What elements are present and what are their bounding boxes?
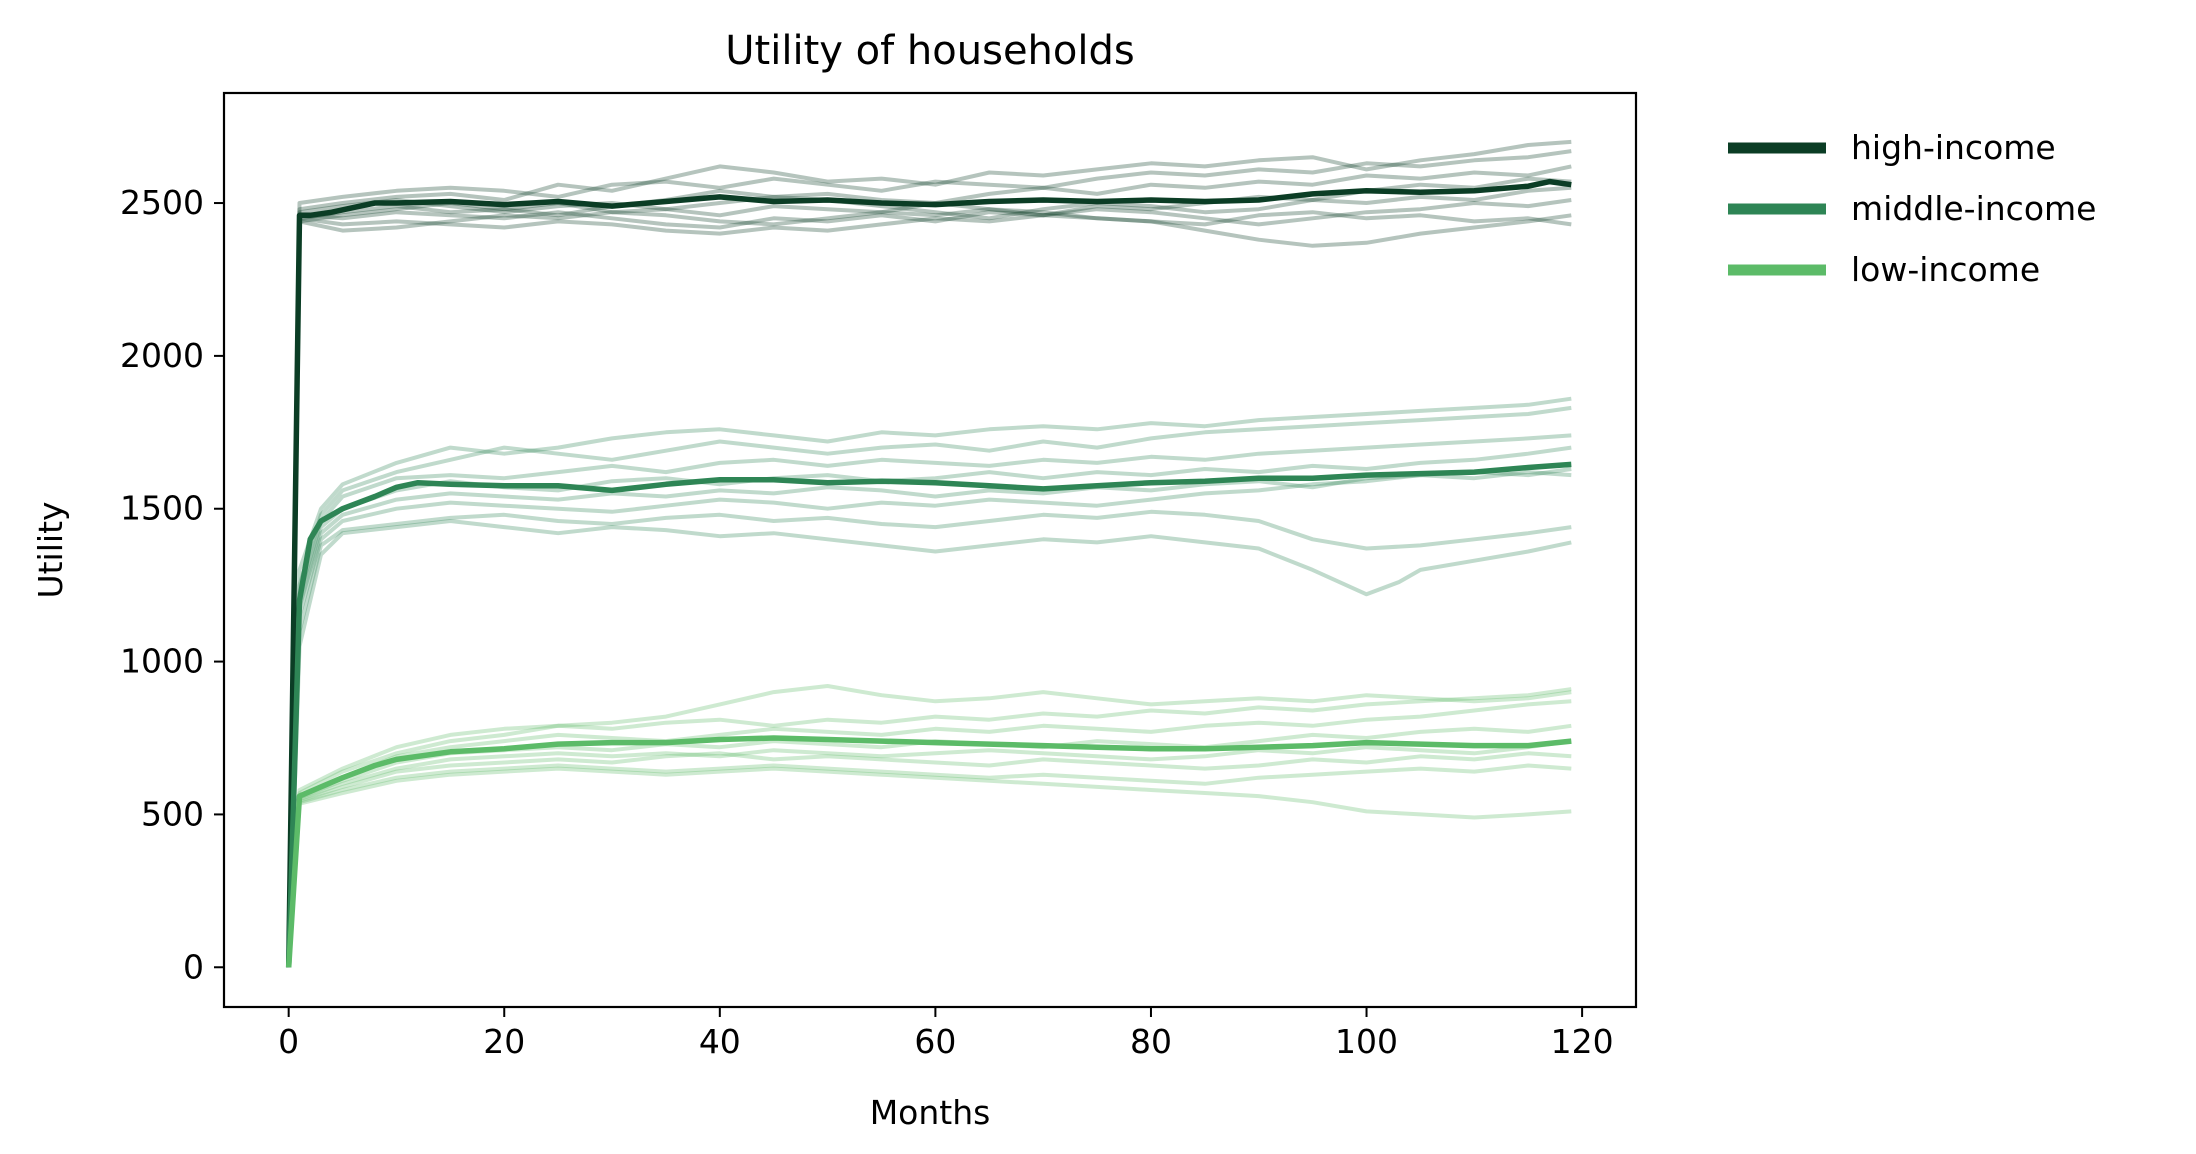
x-tick-label: 20 — [483, 1022, 525, 1061]
series-0-run-line-6 — [286, 210, 1572, 968]
series-0-run-line-4 — [286, 185, 1572, 968]
legend: high-income middle-income low-income — [1728, 128, 2096, 289]
legend-label: high-income — [1851, 128, 2056, 167]
series-0-run-line-1 — [286, 149, 1572, 968]
y-tick-label: 1000 — [120, 642, 204, 681]
x-tick-label: 80 — [1130, 1022, 1172, 1061]
series-2-run-line-0 — [286, 684, 1572, 968]
x-axis-title: Months — [870, 1093, 991, 1132]
legend-label: low-income — [1851, 250, 2040, 289]
legend-label: middle-income — [1851, 189, 2096, 228]
x-tick-label: 40 — [699, 1022, 741, 1061]
series-1-run-line-5 — [286, 470, 1572, 968]
x-tick-label: 100 — [1335, 1022, 1398, 1061]
y-tick-label: 0 — [183, 947, 204, 986]
series-0-run-line-5 — [286, 198, 1572, 968]
series-2-run-line-1 — [286, 687, 1572, 968]
y-tick-label: 2500 — [120, 183, 204, 222]
x-tick-label: 120 — [1551, 1022, 1614, 1061]
series-1-mean-line — [285, 461, 1572, 968]
plot-frame — [222, 91, 1638, 1009]
series-2-run-line-2 — [286, 699, 1572, 968]
series-2-run-line-6 — [286, 763, 1572, 968]
series-1-run-line-0 — [286, 396, 1572, 968]
series-0-run-line-7 — [286, 207, 1572, 968]
series-1-run-line-6 — [286, 509, 1572, 968]
series-2-run-line-7 — [286, 766, 1572, 968]
series-2-run-line-4 — [286, 739, 1572, 968]
series-1-run-line-1 — [286, 405, 1572, 968]
series-2-run-line-5 — [286, 751, 1572, 968]
series-0-run-line-3 — [286, 176, 1572, 968]
chart-title: Utility of households — [725, 28, 1134, 74]
series-1-run-line-7 — [286, 519, 1572, 968]
x-tick-label: 0 — [278, 1022, 299, 1061]
series-1-run-line-4 — [286, 467, 1572, 968]
y-tick-label: 500 — [141, 794, 204, 833]
series-1-run-line-2 — [286, 433, 1572, 968]
x-tick-label: 60 — [914, 1022, 956, 1061]
series-0-run-line-0 — [286, 139, 1572, 968]
series-0-run-line-2 — [286, 164, 1572, 968]
y-tick-label: 2000 — [120, 336, 204, 375]
series-2-mean-line — [285, 735, 1572, 968]
y-axis-title: Utility — [31, 501, 70, 598]
y-tick-label: 1500 — [120, 489, 204, 528]
series-0-mean-line — [285, 178, 1572, 968]
